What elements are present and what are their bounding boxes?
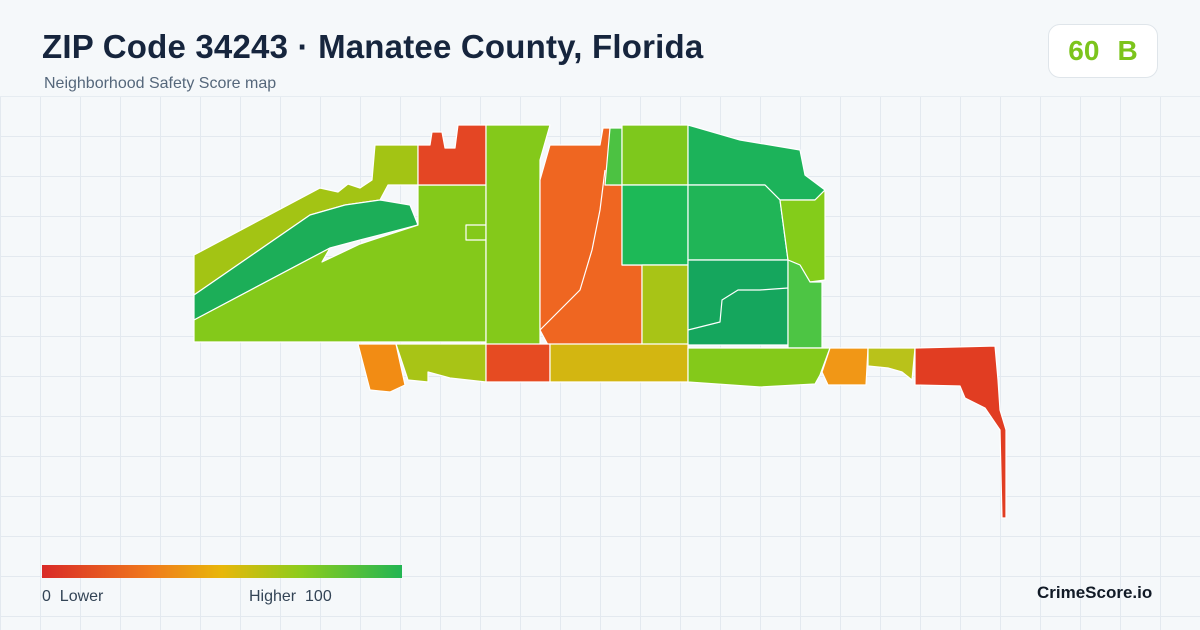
safety-score-badge: 60 B [1048,24,1158,78]
region-south-olive[interactable] [395,343,487,383]
brand-logo-text[interactable]: CrimeScore.io [1037,583,1153,602]
region-northeast-far[interactable] [687,184,789,261]
region-south-red[interactable] [485,343,551,383]
region-thin-strip[interactable] [621,124,689,186]
legend-min-value: 0 [42,588,51,605]
legend-min-label: Lower [59,588,104,605]
region-south-red-small[interactable] [914,345,1007,519]
legend-color-scale [42,565,402,578]
region-northeast-dark[interactable] [621,184,689,266]
region-olive-block[interactable] [641,264,689,346]
page-header: ZIP Code 34243 · Manatee County, Florida… [0,0,1200,97]
score-value: 60 [1068,35,1100,66]
legend-min: 0 Lower [42,588,103,606]
page-title: ZIP Code 34243 · Manatee County, Florida [42,28,704,65]
region-south-lime[interactable] [687,347,831,388]
region-east-teal[interactable] [687,259,789,346]
legend-max-label: Higher [249,588,297,605]
legend-max: Higher 100 [249,588,332,606]
score-grade: B [1117,35,1138,66]
region-south-olive-small[interactable] [867,347,916,381]
page-subtitle: Neighborhood Safety Score map [44,75,277,92]
legend-max-value: 100 [305,588,332,605]
region-north-red[interactable] [417,124,487,186]
region-east-orange[interactable] [357,343,406,393]
region-south-gold[interactable] [549,343,689,383]
region-south-orange[interactable] [821,347,869,386]
